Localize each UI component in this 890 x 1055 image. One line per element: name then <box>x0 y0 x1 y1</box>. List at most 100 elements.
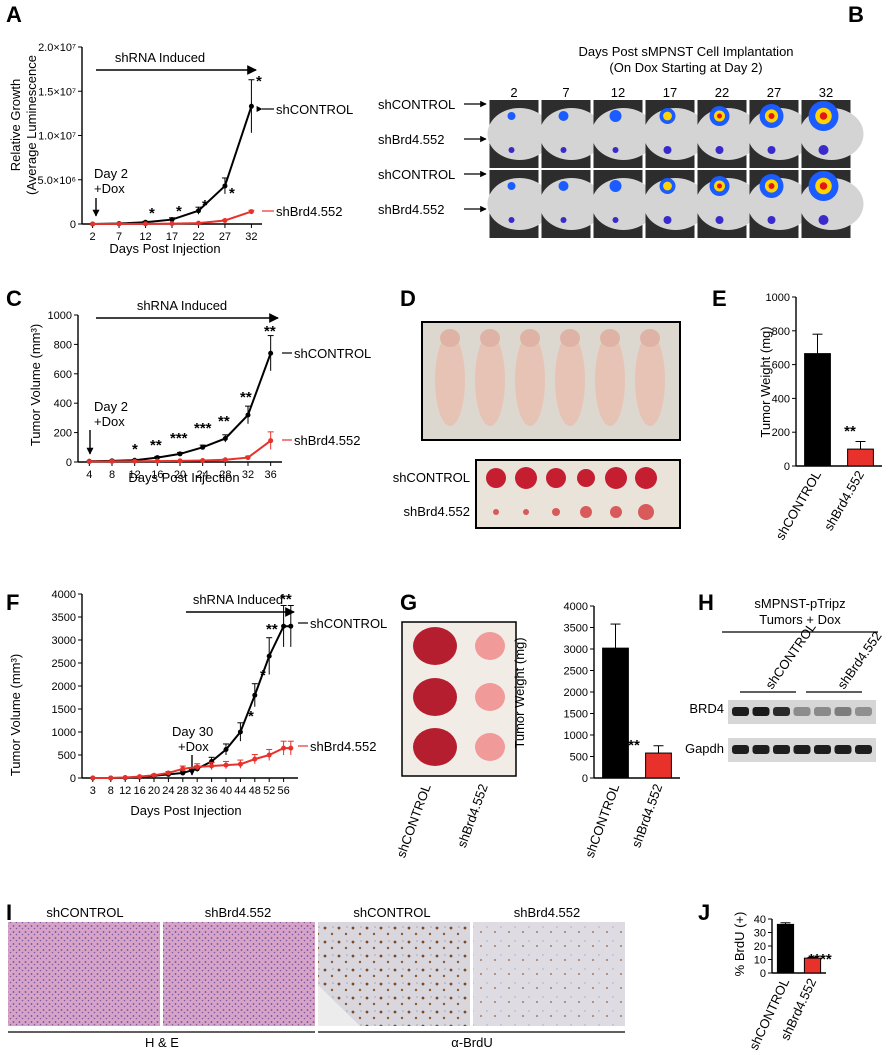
y-tick-label: 3000 <box>564 644 588 656</box>
data-point <box>223 762 229 768</box>
x-tick-label: 2 <box>90 231 96 243</box>
y-tick-label: 400 <box>772 393 790 405</box>
y-tick-label: 1000 <box>52 727 76 739</box>
y-tick-label: 1500 <box>564 709 588 721</box>
panel-d-row-control: shCONTROL <box>393 470 470 485</box>
panel-b-day-labels: 2 7 12 17 22 27 32 <box>510 85 833 100</box>
bar <box>645 752 672 779</box>
y-tick-label: 2500 <box>52 658 76 670</box>
data-point <box>169 217 175 223</box>
x-tick-label: 8 <box>108 785 114 797</box>
y-tick-label: 2.0×10⁷ <box>38 42 76 54</box>
y-tick-label: 0 <box>760 968 766 980</box>
panel-b-signal-core <box>663 111 672 121</box>
panel-c-chart: shRNA Induced Tumor Volume (mm³) Days Po… <box>28 298 371 485</box>
data-point <box>165 770 171 776</box>
panel-d-tumor-knockdown <box>638 504 654 520</box>
panel-b-row-labels: shCONTROL shBrd4.552 shCONTROL shBrd4.552 <box>378 97 487 217</box>
y-tick-label: 400 <box>54 398 72 410</box>
panel-g-tumor-knockdown <box>475 733 505 761</box>
y-tick-label: 200 <box>772 427 790 439</box>
panel-b-mouse-body <box>487 178 552 230</box>
panel-h-band-brd4-lane <box>732 707 749 716</box>
y-tick-label: 1000 <box>48 310 72 322</box>
category-label: shCONTROL <box>582 782 623 860</box>
panel-b-signal-control <box>558 181 569 191</box>
x-tick-label: 3 <box>90 785 96 797</box>
sig-c-3: *** <box>170 430 188 447</box>
x-tick-label: 16 <box>133 785 145 797</box>
panel-g-sig: ** <box>628 737 640 754</box>
panel-d-mouse <box>475 334 505 426</box>
panel-a-chart: shRNA Induced Relative Growth (Average L… <box>8 42 353 256</box>
data-point <box>281 623 287 629</box>
panel-c-legend-knockdown: shBrd4.552 <box>294 433 361 448</box>
panel-j-ylabel: % BrdU (+) <box>732 912 747 977</box>
y-tick-label: 4000 <box>564 601 588 613</box>
x-tick-label: 27 <box>219 231 231 243</box>
x-tick-label: 56 <box>277 785 289 797</box>
panel-a-ylabel-2: (Average Luminescence <box>24 55 39 195</box>
panel-g-tumor-control <box>413 728 457 766</box>
panel-b-signal-knockdown <box>560 217 567 223</box>
y-tick-label: 1000 <box>564 730 588 742</box>
panel-b-signal-knockdown <box>508 147 515 153</box>
data-point <box>223 746 229 752</box>
x-tick-label: 4 <box>86 469 92 481</box>
panel-d-mice <box>435 329 665 426</box>
panel-d-tumor-knockdown <box>610 506 622 518</box>
panel-h-band-gapdh-lane <box>793 745 811 754</box>
panel-letters: A B C D E F G H I J <box>6 2 864 925</box>
panel-c-arrow-label: shRNA Induced <box>137 298 227 313</box>
x-tick-label: 32 <box>191 785 203 797</box>
sig-a-4: * <box>229 185 235 202</box>
panel-a-significance: * * * * * * <box>149 73 262 222</box>
data-point <box>200 458 206 464</box>
panel-h-band-gapdh-lane <box>814 745 831 754</box>
y-tick-label: 1.5×10⁷ <box>38 86 76 98</box>
x-tick-label: 8 <box>109 469 115 481</box>
panel-d-mouse-head <box>600 329 620 347</box>
panel-h-lane-control: shCONTROL <box>762 620 819 692</box>
x-tick-label: 24 <box>197 469 209 481</box>
data-point <box>177 451 183 457</box>
panel-d-mouse-head <box>440 329 460 347</box>
panel-d-tumor-knockdown <box>493 509 499 515</box>
y-tick-label: 20 <box>754 941 766 953</box>
panel-h-band-brd4: BRD4 <box>689 701 724 716</box>
x-tick-label: 28 <box>219 469 231 481</box>
panel-letter-j: J <box>698 900 710 925</box>
sig-a-5: * <box>256 73 262 90</box>
panel-letter-h: H <box>698 590 714 615</box>
panel-d-tumor-knockdown <box>580 506 592 518</box>
panel-d-tumor-knockdown <box>552 508 560 516</box>
data-point <box>195 220 201 226</box>
panel-b-mouse-body <box>539 178 604 230</box>
sig-c-1: * <box>132 441 138 458</box>
panel-b-signal-peak <box>768 113 775 119</box>
data-point <box>252 692 258 698</box>
data-point <box>143 221 149 227</box>
sig-a-2: * <box>176 203 182 220</box>
panel-b-mouse-body <box>487 108 552 160</box>
y-tick-label: 5.0×10⁶ <box>38 175 76 187</box>
panel-d-mouse-head <box>520 329 540 347</box>
panel-d-tumor-control <box>577 469 595 487</box>
data-point <box>151 772 157 778</box>
panel-b-signal-knockdown <box>663 146 672 154</box>
panel-b-row-label: shCONTROL <box>378 97 455 112</box>
panel-b-image-grid <box>487 100 864 238</box>
panel-d-tumor-control <box>635 467 657 489</box>
panel-b-mouse-body <box>591 108 656 160</box>
panel-b-mouse-body <box>643 178 708 230</box>
panel-c-dox-label-1: Day 2 <box>94 399 128 414</box>
panel-f-ylabel: Tumor Volume (mm³) <box>8 654 23 776</box>
panel-d-tumor-control <box>605 467 627 489</box>
data-point <box>209 763 215 769</box>
sig-f-4: ** <box>280 591 292 608</box>
y-tick-label: 3000 <box>52 635 76 647</box>
panel-f-dox-label-2: +Dox <box>178 739 209 754</box>
y-tick-label: 500 <box>570 752 588 764</box>
panel-b-title-1: Days Post sMPNST Cell Implantation <box>578 44 793 59</box>
sig-f-1: * <box>248 708 254 725</box>
